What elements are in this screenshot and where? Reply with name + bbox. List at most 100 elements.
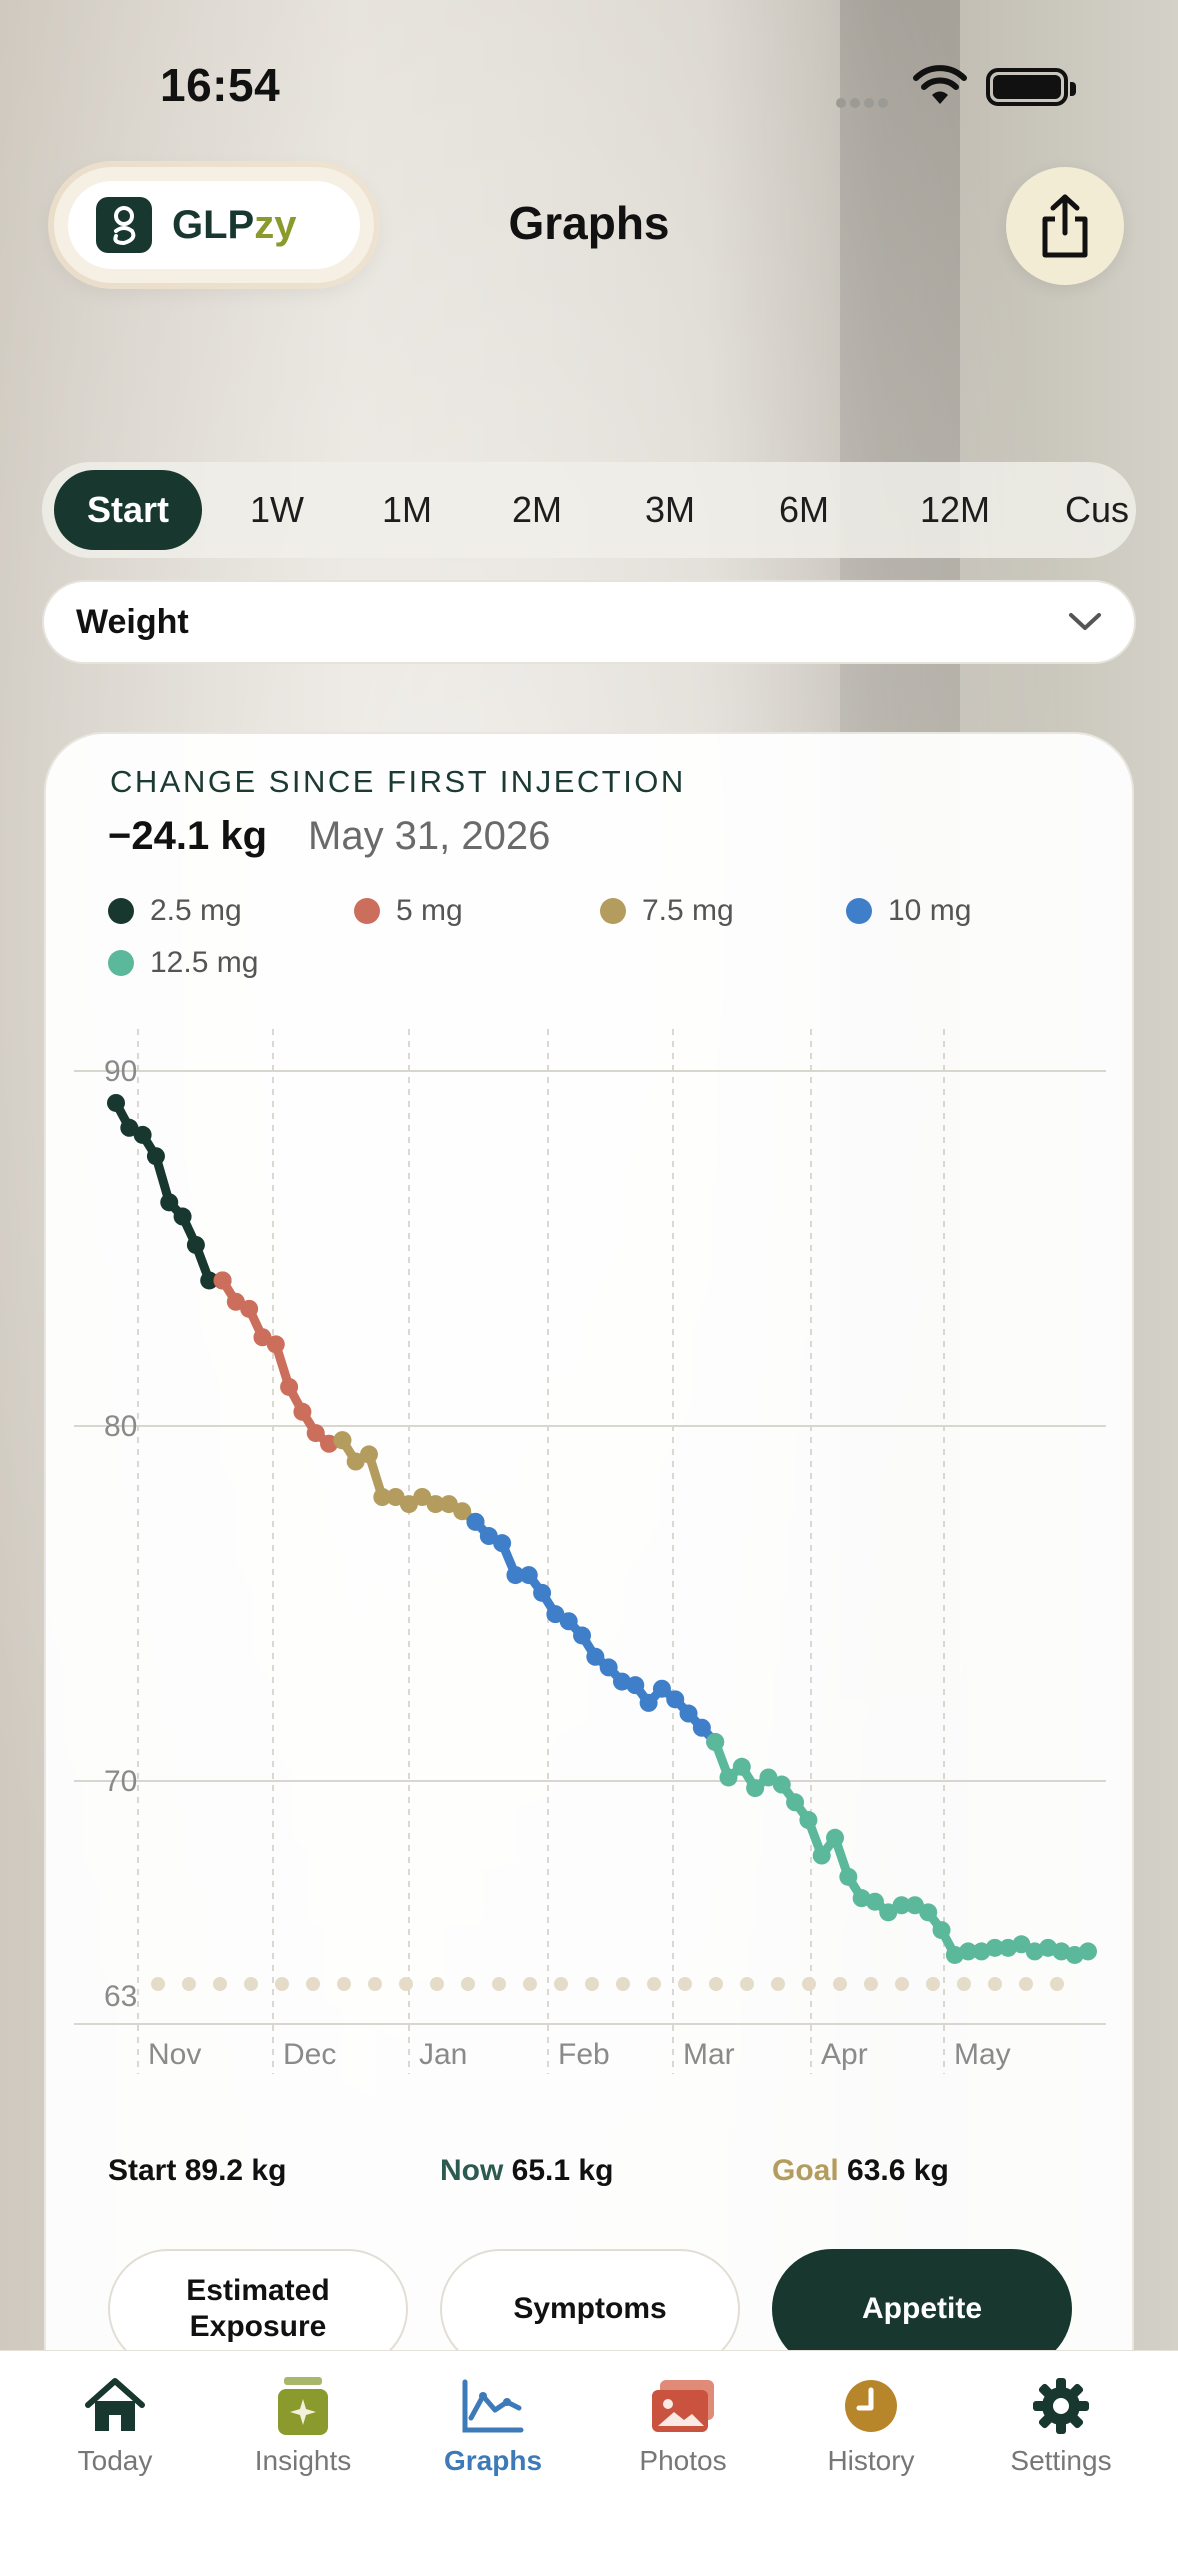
data-point: [333, 1431, 352, 1450]
data-point: [919, 1903, 938, 1922]
tab-history[interactable]: History: [776, 2373, 966, 2477]
y-tick-label: 63: [104, 1980, 137, 2013]
range-tab-1m[interactable]: 1M: [381, 489, 432, 530]
range-tab-start[interactable]: Start: [54, 470, 202, 550]
goal-marker-dot: [275, 1977, 289, 1991]
data-point: [200, 1271, 219, 1290]
metric-dropdown-value: Weight: [76, 602, 189, 641]
data-point: [639, 1693, 658, 1712]
wifi-icon: [913, 65, 967, 104]
data-point: [266, 1335, 285, 1354]
data-point: [186, 1235, 205, 1254]
data-point: [399, 1495, 418, 1514]
goal-marker-dot: [926, 1977, 940, 1991]
weight-line-chart: 90 80 70 63 Nov Dec Jan Feb Mar Apr May: [74, 1029, 1106, 2074]
weight-chart-card: CHANGE SINCE FIRST INJECTION −24.1 kg Ma…: [44, 732, 1134, 2432]
tab-photos[interactable]: Photos: [588, 2373, 778, 2477]
x-tick-label: Mar: [683, 2038, 735, 2071]
metric-dropdown[interactable]: Weight: [42, 580, 1136, 664]
x-tick-label: Feb: [558, 2038, 610, 2071]
data-point: [1079, 1942, 1097, 1961]
goal-marker-dot: [1050, 1977, 1064, 1991]
data-point: [386, 1488, 405, 1506]
estimated-exposure-button[interactable]: Estimated Exposure: [108, 2249, 408, 2369]
series-line: [471, 1517, 720, 1747]
goal-marker-dot: [244, 1977, 258, 1991]
summary-now: Now 65.1 kg: [440, 2154, 614, 2187]
data-point: [439, 1495, 458, 1514]
x-tick-label: May: [954, 2038, 1011, 2071]
data-point: [985, 1938, 1004, 1957]
goal-marker-dot: [678, 1977, 692, 1991]
legend-item-7-5mg: 7.5 mg: [600, 894, 734, 928]
goal-marker-dot: [709, 1977, 723, 1991]
data-point: [719, 1768, 738, 1787]
data-point: [799, 1811, 818, 1830]
chevron-down-icon: [1069, 613, 1101, 630]
data-point: [666, 1690, 685, 1709]
logo-mark-icon: [96, 197, 152, 253]
range-selector: Start 1W 1M 2M 3M 6M 12M Cus: [42, 462, 1136, 558]
data-point: [373, 1488, 392, 1506]
data-point: [413, 1488, 432, 1506]
data-point: [546, 1605, 565, 1624]
goal-marker-dot: [864, 1977, 878, 1991]
range-tab-1w[interactable]: 1W: [250, 489, 304, 530]
y-tick-label: 80: [104, 1410, 137, 1443]
y-tick-label: 70: [104, 1765, 137, 1798]
data-point: [160, 1193, 179, 1212]
tab-insights[interactable]: Insights: [208, 2373, 398, 2477]
data-point: [679, 1704, 698, 1723]
data-point: [586, 1647, 605, 1666]
data-point: [932, 1921, 951, 1940]
range-tab-6m[interactable]: 6M: [778, 489, 829, 530]
data-point: [812, 1846, 831, 1865]
data-point: [506, 1566, 525, 1585]
legend-item-10mg: 10 mg: [846, 894, 971, 928]
data-point: [519, 1566, 538, 1585]
y-tick-label: 90: [104, 1055, 137, 1088]
data-point: [692, 1718, 711, 1737]
goal-marker-dot: [151, 1977, 165, 1991]
app-logo-button[interactable]: GLPzy: [54, 167, 374, 283]
range-tab-12m[interactable]: 12M: [919, 489, 991, 530]
tab-today[interactable]: Today: [20, 2373, 210, 2477]
tab-settings[interactable]: Settings: [966, 2373, 1156, 2477]
data-point: [346, 1452, 365, 1471]
data-point: [120, 1118, 139, 1137]
data-point: [107, 1093, 125, 1112]
x-tick-label: Jan: [419, 2038, 467, 2071]
data-point: [173, 1207, 192, 1226]
goal-marker-dot: [399, 1977, 413, 1991]
goal-marker-dot: [802, 1977, 816, 1991]
data-point: [226, 1292, 245, 1311]
data-point: [599, 1658, 618, 1677]
tab-graphs[interactable]: Graphs: [398, 2373, 588, 2477]
range-tab-custom[interactable]: Cus: [1064, 489, 1130, 530]
share-button[interactable]: [1006, 167, 1124, 285]
line-chart-icon: [462, 2379, 524, 2433]
data-point: [1012, 1935, 1031, 1954]
bottom-tab-bar: Today Insights Graphs Photos History Set…: [0, 2350, 1178, 2560]
data-point: [652, 1679, 671, 1698]
legend-item-5mg: 5 mg: [354, 894, 463, 928]
appetite-button[interactable]: Appetite: [772, 2249, 1072, 2369]
goal-marker-dot: [988, 1977, 1002, 1991]
goal-marker-dot: [740, 1977, 754, 1991]
data-point: [493, 1534, 512, 1553]
photos-icon: [652, 2380, 714, 2432]
goal-marker-dot: [430, 1977, 444, 1991]
house-icon: [85, 2378, 145, 2431]
logo-text: GLPzy: [172, 202, 297, 247]
x-tick-label: Nov: [148, 2038, 201, 2071]
range-tab-3m[interactable]: 3M: [644, 489, 695, 530]
status-time: 16:54: [160, 59, 281, 111]
goal-marker-dot: [523, 1977, 537, 1991]
goal-marker-dot: [771, 1977, 785, 1991]
battery-icon: [986, 68, 1076, 106]
sparkle-jar-icon: [278, 2377, 328, 2435]
data-point: [786, 1793, 805, 1812]
range-tab-2m[interactable]: 2M: [511, 489, 562, 530]
data-point: [293, 1402, 312, 1421]
data-point: [746, 1779, 765, 1798]
